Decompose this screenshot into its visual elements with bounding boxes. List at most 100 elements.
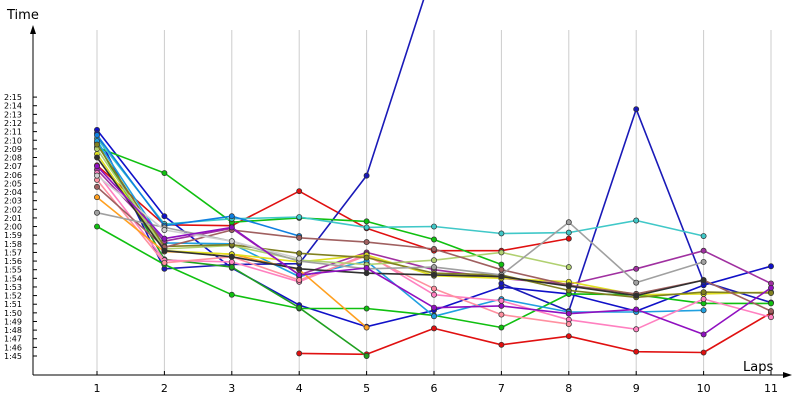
y-tick-label: 1:57: [4, 248, 22, 257]
y-tick-label: 1:48: [4, 326, 22, 335]
x-tick-label: 8: [565, 382, 572, 395]
y-tick-label: 2:13: [4, 110, 22, 119]
data-point: [633, 279, 640, 286]
data-point: [768, 284, 774, 291]
data-point: [498, 266, 505, 273]
data-point: [565, 219, 572, 226]
data-point: [498, 273, 505, 280]
x-tick-label: 7: [498, 382, 505, 395]
data-point: [700, 258, 707, 265]
data-point: [565, 283, 572, 290]
y-tick-label: 1:55: [4, 266, 22, 275]
y-tick-label: 1:49: [4, 317, 22, 326]
data-point: [363, 305, 370, 312]
data-point: [363, 239, 370, 246]
y-tick-label: 1:50: [4, 309, 22, 318]
data-point: [363, 172, 370, 179]
y-tick-label: 2:04: [4, 188, 22, 197]
data-point: [161, 213, 168, 220]
data-point: [633, 348, 640, 355]
data-point: [431, 236, 437, 243]
data-point: [363, 265, 370, 271]
data-point: [228, 238, 235, 245]
data-point: [565, 333, 572, 340]
data-point: [363, 324, 370, 331]
data-point: [94, 223, 100, 230]
data-point: [431, 223, 437, 230]
data-point: [431, 246, 437, 252]
data-point: [296, 265, 303, 272]
x-tick-label: 4: [296, 382, 303, 395]
series-line: [96, 211, 704, 284]
data-point: [700, 307, 707, 314]
data-point: [498, 311, 505, 318]
data-point: [633, 106, 640, 113]
data-point: [498, 341, 505, 348]
data-point: [296, 188, 303, 195]
y-tick-label: 1:47: [4, 335, 22, 344]
data-point: [565, 321, 572, 328]
data-point: [94, 172, 100, 179]
series-group: [94, 0, 774, 359]
data-point: [700, 289, 707, 296]
x-tick-label: 10: [697, 382, 711, 395]
data-point: [498, 302, 505, 309]
data-point: [431, 304, 437, 311]
data-point: [768, 300, 774, 307]
data-point: [498, 230, 505, 237]
data-point: [633, 292, 640, 299]
data-point: [94, 141, 100, 148]
data-point: [768, 290, 774, 296]
series-23: [94, 163, 774, 338]
data-point: [296, 250, 303, 257]
data-point: [161, 227, 168, 233]
series-13: [94, 170, 774, 333]
y-tick-label: 1:46: [4, 343, 22, 352]
data-point: [161, 247, 168, 254]
data-point: [431, 325, 437, 332]
data-point: [498, 297, 505, 304]
y-tick-label: 1:51: [4, 300, 22, 309]
y-tick-label: 1:56: [4, 257, 22, 266]
axes: Time Laps: [6, 8, 792, 378]
grid-lines: [96, 30, 772, 375]
y-tick-label: 1:45: [4, 352, 22, 361]
data-point: [700, 296, 707, 302]
data-point: [363, 254, 370, 261]
data-point: [296, 350, 303, 357]
data-point: [94, 132, 100, 139]
data-point: [633, 306, 640, 313]
data-point: [498, 249, 505, 256]
data-point: [94, 183, 100, 190]
data-point: [633, 265, 640, 272]
data-point: [363, 224, 370, 231]
y-tick-label: 2:05: [4, 179, 22, 188]
data-point: [228, 264, 235, 271]
data-point: [363, 353, 370, 359]
data-point: [94, 194, 100, 201]
data-point: [431, 291, 437, 298]
x-tick-label: 6: [431, 382, 438, 395]
y-tick-label: 1:53: [4, 283, 22, 292]
y-tick-label: 2:07: [4, 162, 22, 171]
data-point: [431, 264, 437, 271]
data-point: [633, 326, 640, 333]
data-point: [431, 313, 437, 320]
y-tick-label: 1:54: [4, 274, 22, 283]
data-point: [161, 170, 168, 176]
data-point: [228, 213, 235, 220]
y-tick-label: 1:59: [4, 231, 22, 240]
y-tick-label: 2:02: [4, 205, 22, 214]
x-tick-label: 1: [94, 382, 101, 395]
y-axis-title: Time: [6, 8, 39, 23]
series-line: [96, 157, 704, 297]
y-tick-label: 2:03: [4, 197, 22, 206]
data-point: [296, 277, 303, 284]
x-axis-title: Laps: [743, 360, 773, 375]
data-point: [498, 261, 505, 268]
x-tick-label: 2: [161, 382, 168, 395]
data-point: [431, 257, 437, 264]
data-point: [700, 331, 707, 338]
data-point: [363, 270, 370, 277]
